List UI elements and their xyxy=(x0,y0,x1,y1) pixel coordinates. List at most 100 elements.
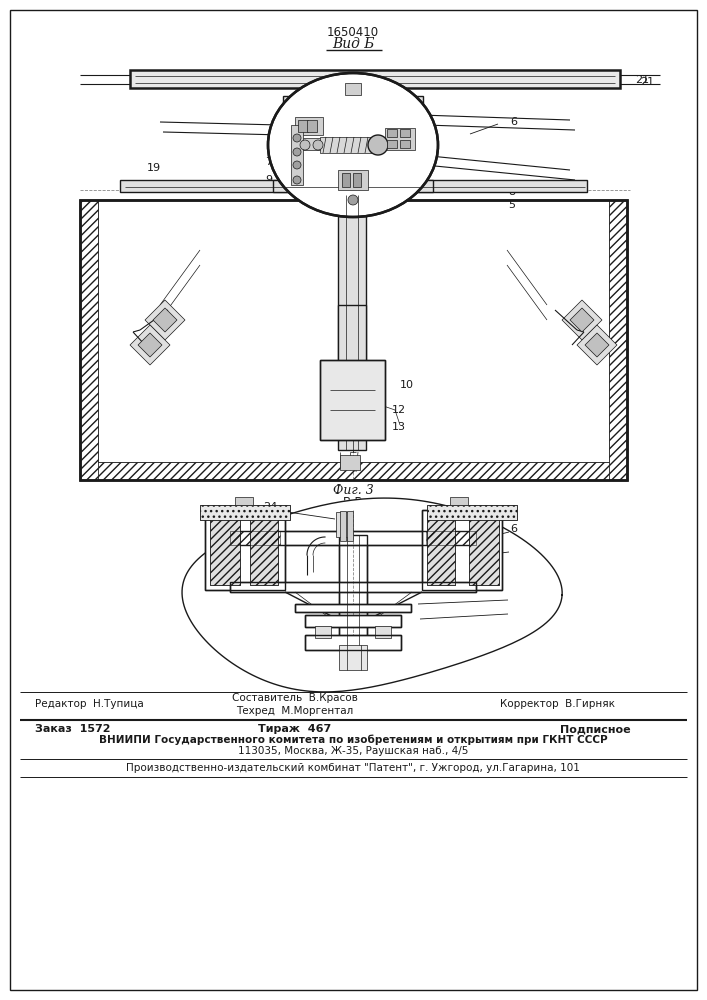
Bar xyxy=(200,505,290,520)
Circle shape xyxy=(348,195,358,205)
Bar xyxy=(426,531,476,545)
Bar xyxy=(273,180,433,192)
Bar xyxy=(98,200,609,462)
Bar xyxy=(230,582,476,592)
Text: 5: 5 xyxy=(510,545,517,555)
Bar xyxy=(80,200,98,480)
Bar xyxy=(315,626,331,638)
Text: 7: 7 xyxy=(265,157,272,167)
Bar xyxy=(295,604,411,612)
Circle shape xyxy=(300,140,310,150)
Polygon shape xyxy=(130,325,170,365)
Bar xyxy=(387,129,397,137)
Bar xyxy=(400,129,410,137)
Bar xyxy=(450,497,468,505)
Bar xyxy=(320,360,385,440)
Text: 6: 6 xyxy=(510,524,517,534)
Bar xyxy=(291,125,303,185)
Bar xyxy=(250,515,278,585)
Ellipse shape xyxy=(268,73,438,217)
Text: Техред  М.Моргентал: Техред М.Моргентал xyxy=(236,706,354,716)
Circle shape xyxy=(293,134,301,142)
Text: 24: 24 xyxy=(263,502,277,512)
Text: 10: 10 xyxy=(400,380,414,390)
Text: Вид Б: Вид Б xyxy=(332,37,374,51)
Bar xyxy=(338,305,366,450)
Text: 5: 5 xyxy=(508,200,515,210)
Text: Тираж  467: Тираж 467 xyxy=(258,724,332,734)
Bar xyxy=(400,140,410,148)
Circle shape xyxy=(293,148,301,156)
Text: 19: 19 xyxy=(147,163,161,173)
Bar xyxy=(98,462,609,480)
Text: В-В: В-В xyxy=(343,495,363,508)
Bar xyxy=(385,128,415,150)
Text: Производственно-издательский комбинат "Патент", г. Ужгород, ул.Гагарина, 101: Производственно-издательский комбинат "П… xyxy=(126,763,580,773)
Text: 19: 19 xyxy=(510,607,524,617)
Text: 8: 8 xyxy=(508,187,515,197)
Circle shape xyxy=(293,161,301,169)
Polygon shape xyxy=(562,300,602,340)
Text: Корректор  В.Гирняк: Корректор В.Гирняк xyxy=(500,699,615,709)
Bar xyxy=(427,515,455,585)
Bar xyxy=(305,615,401,627)
Circle shape xyxy=(368,135,388,155)
Text: 10: 10 xyxy=(346,660,360,670)
Bar xyxy=(340,455,360,470)
Bar xyxy=(339,535,367,645)
Bar xyxy=(305,635,401,650)
Text: 113035, Москва, Ж-35, Раушская наб., 4/5: 113035, Москва, Ж-35, Раушская наб., 4/5 xyxy=(238,746,468,756)
Bar xyxy=(375,626,391,638)
Bar xyxy=(393,88,405,190)
Bar xyxy=(339,645,367,670)
Bar xyxy=(347,511,353,541)
Bar xyxy=(422,510,502,590)
Bar xyxy=(338,170,368,190)
Bar xyxy=(339,535,367,645)
Bar xyxy=(353,173,361,187)
Bar xyxy=(305,615,401,627)
Bar xyxy=(230,531,476,545)
Text: 1650410: 1650410 xyxy=(327,25,379,38)
Text: 21: 21 xyxy=(635,75,649,85)
Polygon shape xyxy=(585,333,609,357)
Circle shape xyxy=(293,176,301,184)
Bar xyxy=(230,531,476,545)
Bar xyxy=(427,515,455,585)
Polygon shape xyxy=(153,308,177,332)
Polygon shape xyxy=(577,325,617,365)
Polygon shape xyxy=(145,300,185,340)
Text: ВНИИПИ Государственного комитета по изобретениям и открытиям при ГКНТ СССР: ВНИИПИ Государственного комитета по изоб… xyxy=(99,735,607,745)
Bar xyxy=(205,510,285,590)
Polygon shape xyxy=(182,498,562,692)
Bar xyxy=(320,137,375,153)
Text: 9: 9 xyxy=(265,175,272,185)
Bar xyxy=(305,635,401,650)
Bar xyxy=(210,515,240,585)
Bar xyxy=(342,173,350,187)
Bar xyxy=(422,510,502,590)
Bar xyxy=(298,120,308,132)
Bar xyxy=(230,582,476,592)
Text: Фиг. 4: Фиг. 4 xyxy=(332,676,373,688)
Bar xyxy=(469,515,499,585)
Circle shape xyxy=(313,140,323,150)
Bar xyxy=(307,120,317,132)
Text: 12: 12 xyxy=(392,405,406,415)
Bar xyxy=(80,200,627,480)
Bar xyxy=(295,604,411,612)
Text: 13: 13 xyxy=(392,422,406,432)
Bar xyxy=(427,505,517,520)
Bar xyxy=(609,200,627,480)
Bar xyxy=(205,510,285,590)
Bar xyxy=(336,512,350,537)
Text: Фиг. 3: Фиг. 3 xyxy=(332,484,373,496)
Bar xyxy=(130,70,620,88)
Bar xyxy=(427,505,517,520)
Bar xyxy=(235,497,253,505)
Bar xyxy=(230,531,280,545)
Bar xyxy=(210,515,240,585)
Bar xyxy=(345,83,361,95)
Text: 21: 21 xyxy=(640,77,654,87)
Text: Заказ  1572: Заказ 1572 xyxy=(35,724,110,734)
